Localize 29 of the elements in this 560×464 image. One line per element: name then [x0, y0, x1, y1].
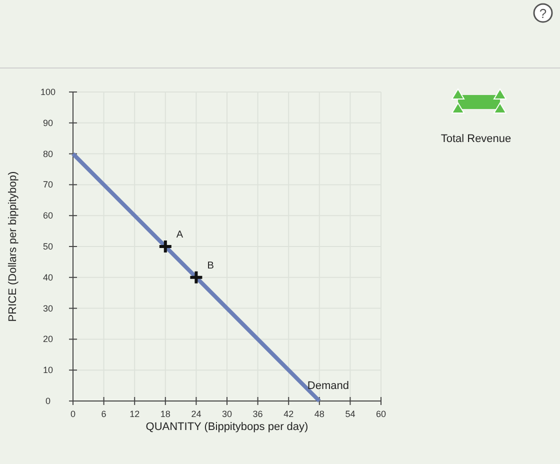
x-axis-title: QUANTITY (Bippitybops per day)	[146, 421, 308, 433]
help-icon: ?	[533, 3, 553, 23]
x-tick-label: 18	[160, 409, 170, 419]
y-tick-label: 80	[42, 148, 54, 159]
y-tick-label: 90	[42, 118, 54, 128]
text: Total Revenue	[440, 133, 512, 145]
x-tick-label: 42	[284, 409, 294, 419]
x-tick-label: 24	[191, 409, 202, 419]
y-tick-label: 30	[42, 303, 54, 314]
x-tick-label: 48	[314, 409, 324, 419]
y-tick-label: 60	[42, 210, 54, 221]
y-tick-label: 0	[45, 396, 51, 406]
x-tick-label: 30	[222, 409, 232, 419]
y-axis-title: PRICE (Dollars per bippitybop)	[7, 171, 19, 322]
annotation: A	[176, 230, 184, 240]
series-label: Demand	[307, 380, 349, 392]
x-tick-label: 54	[345, 409, 356, 419]
annotation: B	[207, 260, 214, 272]
y-tick-label: 70	[42, 180, 54, 190]
x-tick-label: 60	[376, 409, 386, 419]
x-tick-label: 12	[130, 409, 140, 419]
y-tick-label: 40	[42, 272, 54, 282]
x-tick-label: 0	[70, 409, 76, 419]
y-tick-label: 10	[42, 365, 54, 376]
y-tick-label: 50	[42, 242, 54, 252]
y-tick-label: 20	[42, 334, 54, 344]
y-tick-label: 100	[40, 87, 56, 97]
x-tick-label: 36	[252, 409, 263, 419]
x-tick-label: 6	[101, 409, 106, 419]
